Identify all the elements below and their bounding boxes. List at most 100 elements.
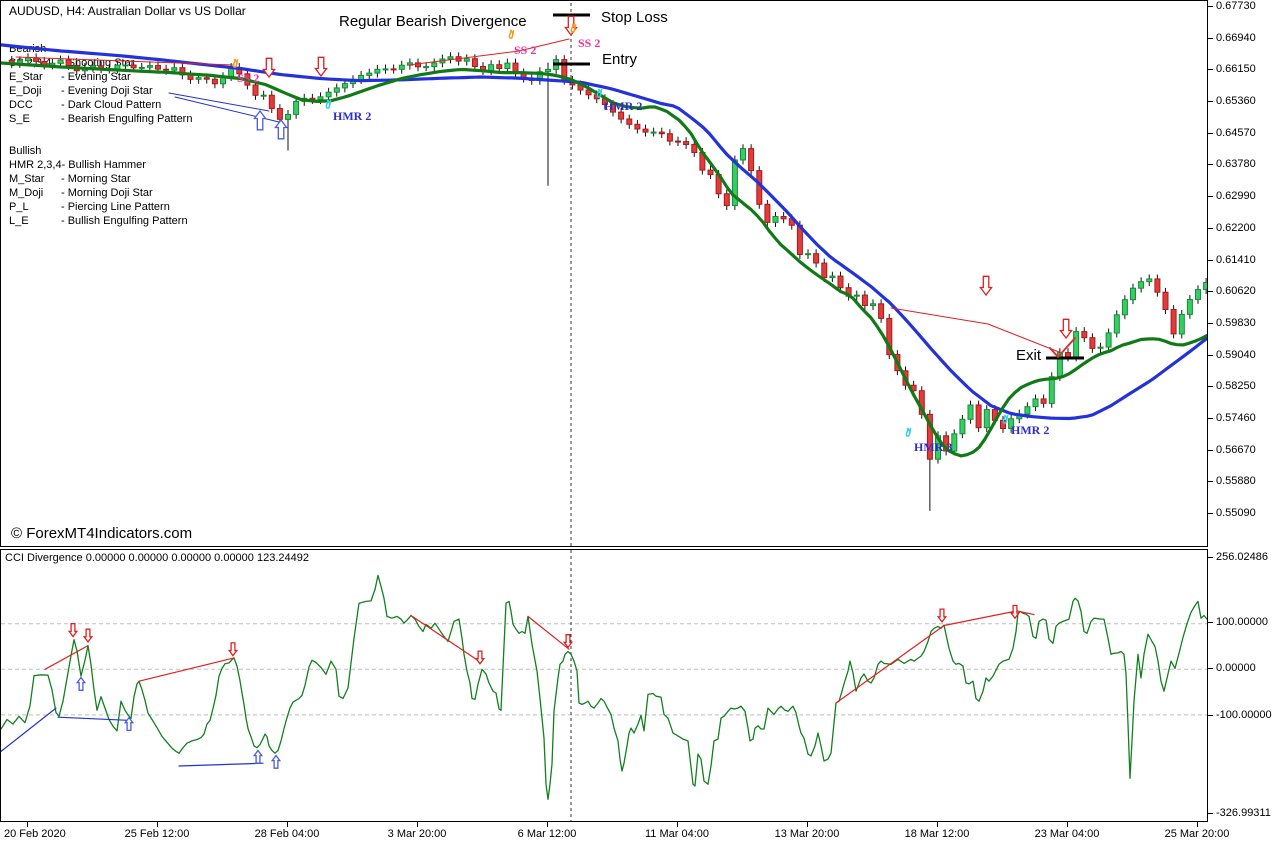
hammer-flame-icon	[1005, 414, 1009, 422]
bear-candle	[707, 169, 714, 176]
bull-candle	[423, 66, 430, 69]
price-axis-label: 0.66150	[1216, 63, 1256, 76]
bear-candle	[658, 131, 665, 135]
price-axis-tick	[1208, 354, 1213, 356]
exit-checkmark-icon	[1049, 337, 1076, 358]
time-axis-label: 18 Mar 12:00	[904, 828, 970, 840]
red-divergence-line	[890, 307, 1060, 353]
cci-red-divergence-line	[410, 614, 482, 664]
price-axis-tick	[1208, 513, 1213, 515]
bear-candle	[252, 84, 259, 96]
price-axis-label: 0.60620	[1216, 285, 1256, 298]
legend-item: M_Star - Morning Star	[9, 173, 131, 185]
bull-candle	[1203, 282, 1207, 291]
legend-item: E_Star - Evening Star	[9, 71, 131, 83]
red-divergence-line	[15, 56, 235, 66]
cci-blue-divergence-line	[1, 707, 57, 752]
shooting-star-flame-icon	[573, 23, 577, 31]
bull-candle	[805, 253, 811, 256]
bear-candle	[837, 275, 844, 289]
time-axis-tick	[417, 822, 418, 827]
cci-sell-arrow-icon	[1009, 604, 1021, 620]
price-axis-label: 0.66940	[1216, 31, 1256, 44]
shooting-star-flame-icon	[235, 58, 239, 66]
cci-axis-label: 100.00000	[1216, 616, 1268, 628]
hammer-flame-icon	[599, 88, 603, 96]
bear-candle	[155, 65, 161, 70]
hammer-flame-icon	[905, 427, 911, 437]
bear-candle	[1154, 278, 1161, 293]
time-axis-tick	[1067, 822, 1068, 827]
bull-candle	[951, 433, 958, 452]
time-axis-label: 28 Feb 04:00	[254, 828, 320, 840]
bull-candle	[382, 68, 389, 71]
time-axis-label: 11 Mar 04:00	[644, 828, 710, 840]
cci-line	[1, 574, 1207, 800]
shooting-star-flame-icon	[232, 58, 238, 68]
bear-candle	[1170, 309, 1177, 335]
bear-candle	[390, 68, 397, 71]
price-axis-label: 0.58250	[1216, 380, 1256, 393]
cci-axis-tick	[1208, 557, 1213, 558]
sell-signal-arrow-icon	[1059, 318, 1073, 340]
bull-candle	[317, 96, 324, 101]
cci-blue-divergence-line	[178, 762, 264, 767]
price-axis-label: 0.63780	[1216, 158, 1256, 171]
ma-fast-line	[1, 61, 1207, 458]
time-axis-tick	[807, 822, 808, 827]
bull-candle	[959, 418, 966, 435]
cci-indicator-title: CCI Divergence 0.00000 0.00000 0.00000 0…	[5, 552, 309, 564]
cci-axis-label: 0.00000	[1216, 662, 1256, 674]
bull-candle	[285, 113, 291, 120]
cci-red-divergence-line	[527, 615, 570, 650]
time-axis-label: 3 Mar 20:00	[387, 828, 447, 840]
bear-candle	[691, 144, 698, 153]
bear-candle	[65, 59, 72, 66]
bear-candle	[276, 108, 283, 120]
bull-candle	[1032, 398, 1039, 408]
bear-candle	[975, 404, 982, 429]
legend-item: M_Doji - Morning Doji Star	[9, 187, 153, 199]
cci-axis-label: -100.00000	[1216, 709, 1272, 721]
legend-item: L_E - Bullish Engulfing Pattern	[9, 215, 188, 227]
cci-sell-arrow-icon	[562, 634, 574, 649]
bear-candle	[642, 128, 649, 133]
bull-candle	[366, 72, 373, 76]
bull-candle	[488, 64, 495, 72]
bull-candle	[171, 67, 178, 71]
bull-candle	[1008, 418, 1015, 429]
time-axis-tick	[547, 822, 548, 827]
shooting-star-label: SS 2	[578, 36, 601, 50]
cci-buy-arrow-icon	[270, 754, 282, 769]
bull-candle	[1195, 289, 1201, 300]
bear-candle	[666, 133, 673, 142]
bull-candle	[25, 57, 31, 62]
bull-candle	[1186, 299, 1193, 315]
price-panel[interactable]: AUDUSD, H4: Australian Dollar vs US Doll…	[0, 0, 1208, 547]
bear-candle	[1065, 352, 1071, 358]
bear-candle	[415, 62, 421, 68]
bear-candle	[610, 104, 616, 113]
cci-axis-label: 256.02486	[1216, 551, 1268, 563]
time-axis-label: 23 Mar 04:00	[1034, 828, 1100, 840]
cci-chart-canvas[interactable]	[1, 550, 1207, 821]
price-axis-tick	[1208, 417, 1213, 419]
price-axis-label: 0.62200	[1216, 221, 1256, 234]
bull-candle	[870, 303, 876, 307]
time-axis-tick	[27, 822, 28, 827]
bull-candle	[195, 77, 202, 80]
chart-title: AUDUSD, H4: Australian Dollar vs US Doll…	[9, 4, 246, 18]
cci-axis-label: -326.99311	[1216, 807, 1271, 819]
bull-candle	[740, 148, 746, 161]
price-chart-canvas[interactable]	[1, 1, 1207, 546]
cci-buy-arrow-icon	[123, 716, 135, 732]
bull-candle	[1048, 376, 1055, 404]
time-axis-tick	[937, 822, 938, 827]
entry-label: Entry	[602, 51, 638, 68]
buy-signal-arrow-icon	[274, 118, 288, 140]
cci-panel[interactable]: CCI Divergence 0.00000 0.00000 0.00000 0…	[0, 549, 1208, 822]
price-axis-tick	[1208, 227, 1213, 229]
bear-candle	[861, 294, 868, 307]
cci-sell-arrow-icon	[82, 628, 94, 643]
